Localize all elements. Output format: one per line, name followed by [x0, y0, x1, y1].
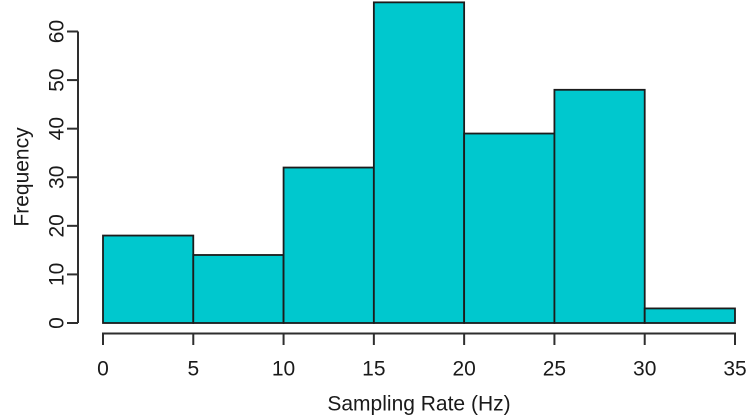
histogram-bar — [372, 1, 466, 324]
histogram-bar — [102, 234, 195, 324]
y-tick-label: 40 — [46, 117, 69, 140]
x-tick-label: 15 — [362, 358, 385, 381]
x-tick-label: 30 — [633, 358, 656, 381]
x-tick-label: 0 — [97, 358, 109, 381]
histogram-bar — [553, 88, 646, 324]
y-tick-label: 20 — [46, 214, 69, 237]
x-axis-title: Sampling Rate (Hz) — [327, 393, 510, 416]
y-tick-label: 30 — [46, 166, 69, 189]
y-tick-label: 10 — [46, 263, 69, 286]
histogram-bar — [282, 166, 375, 324]
histogram-bar — [643, 307, 736, 324]
x-tick-label: 25 — [543, 358, 566, 381]
histogram-bar — [192, 254, 285, 324]
x-tick-label: 20 — [452, 358, 475, 381]
x-tick-label: 10 — [272, 358, 295, 381]
x-tick-label: 35 — [723, 358, 746, 381]
y-tick-label: 0 — [46, 317, 69, 329]
y-tick-label: 50 — [46, 68, 69, 91]
histogram-bar — [463, 132, 556, 324]
y-axis-title: Frequency — [11, 127, 34, 227]
x-tick-label: 5 — [187, 358, 199, 381]
y-tick-label: 60 — [46, 20, 69, 43]
